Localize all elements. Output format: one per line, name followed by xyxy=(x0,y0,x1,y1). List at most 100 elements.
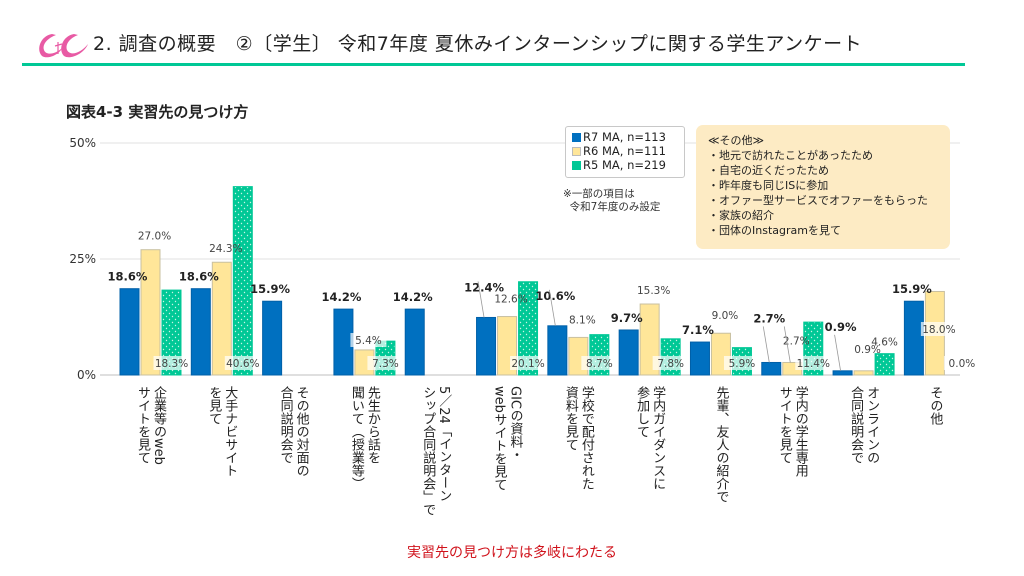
data-label-r5: 11.4% xyxy=(797,358,830,370)
data-label-r5: 4.6% xyxy=(871,337,898,349)
bar-r6 xyxy=(853,370,874,376)
data-label-bg xyxy=(943,356,980,370)
data-label-r5: 0.0% xyxy=(949,358,976,370)
bar-r7 xyxy=(832,370,853,376)
bar-r7 xyxy=(618,329,639,376)
data-label-bg xyxy=(795,356,832,370)
data-label-bg xyxy=(153,356,190,370)
footnote: ※一部の項目は 令和7年度のみ設定 xyxy=(563,188,661,213)
data-label-r7: 2.7% xyxy=(753,311,785,325)
bar-r7 xyxy=(476,316,497,376)
bar-r6 xyxy=(211,261,232,376)
data-label-r5: 8.7% xyxy=(586,358,613,370)
data-label-bg xyxy=(367,356,404,370)
data-label-r5: 18.3% xyxy=(155,358,188,370)
leader-line xyxy=(548,289,556,326)
data-label-r7: 12.4% xyxy=(464,280,504,294)
bar-r6 xyxy=(140,249,161,376)
data-label-r6: 24.3% xyxy=(209,243,242,255)
data-label-r7: 18.6% xyxy=(108,270,148,284)
leader-line xyxy=(762,326,770,363)
x-category-label: 先生から話を 聞いて（授業等） xyxy=(348,386,380,490)
bar-r5 xyxy=(518,281,539,376)
other-item: ・自宅の近くだったため xyxy=(708,164,829,177)
data-label-r7: 14.2% xyxy=(321,290,361,304)
legend-item-r7: R7 MA, n=113 xyxy=(572,130,684,144)
legend-swatch-r7 xyxy=(572,132,581,142)
legend-label-r5: R5 MA, n=219 xyxy=(583,158,666,172)
bar-r7 xyxy=(190,288,211,376)
bar-r5 xyxy=(232,186,253,376)
other-answers-box: ≪その他≫ ・地元で訪れたことがあったため ・自宅の近くだったため ・昨年度も同… xyxy=(696,125,950,249)
leader-line xyxy=(834,334,841,371)
conclusion-note: 実習先の見つけ方は多岐にわたる xyxy=(407,545,617,561)
y-tick-label: 25% xyxy=(69,252,96,266)
legend-swatch-r5 xyxy=(572,160,581,170)
bar-r7 xyxy=(119,288,140,376)
data-label-r6: 12.6% xyxy=(494,294,527,306)
x-category-label: 学内ガイダンスに 参加して xyxy=(634,386,666,490)
data-label-r6: 18.0% xyxy=(922,324,955,336)
data-label-r7: 10.6% xyxy=(535,289,575,303)
other-item: ・昨年度も同じISに参加 xyxy=(708,179,829,192)
leader-line xyxy=(783,326,791,363)
header-divider xyxy=(22,63,965,66)
data-label-r6: 0.9% xyxy=(854,344,881,356)
y-tick-label: 0% xyxy=(77,368,96,382)
data-label-r6: 5.4% xyxy=(355,335,382,347)
legend-label-r6: R6 MA, n=111 xyxy=(583,144,666,158)
data-label-r6: 9.0% xyxy=(712,310,739,322)
data-label-r6: 2.7% xyxy=(783,335,810,347)
data-label-r7: 9.7% xyxy=(611,311,643,325)
leader-line xyxy=(477,281,485,318)
data-label-bg xyxy=(510,356,547,370)
data-label-r7: 7.1% xyxy=(682,323,714,337)
figure-title: 図表4-3 実習先の見つけ方 xyxy=(66,103,249,121)
data-label-r6: 15.3% xyxy=(637,285,670,297)
data-label-bg xyxy=(581,356,618,370)
data-label-bg xyxy=(920,322,957,336)
data-label-bg xyxy=(350,333,387,347)
x-category-label: 先輩、友人の紹介で xyxy=(713,386,729,503)
data-label-r7: 15.9% xyxy=(250,282,290,296)
data-label-r5: 7.3% xyxy=(372,358,399,370)
data-label-bg xyxy=(224,356,261,370)
data-label-r7: 0.9% xyxy=(825,320,857,334)
other-box-title: ≪その他≫ xyxy=(708,134,765,147)
x-category-label: その他の対面の 合同説明会で xyxy=(277,386,309,477)
x-category-label: 大手ナビサイト を見て xyxy=(206,386,238,477)
other-item: ・オファー型サービスでオファーをもらった xyxy=(708,194,928,207)
data-label-r6: 8.1% xyxy=(569,314,596,326)
x-category-label: 企業等のweb サイトを見て xyxy=(135,386,166,465)
bar-r7 xyxy=(547,325,568,376)
other-item: ・団体のInstagramを見て xyxy=(708,224,841,237)
page-title: 2. 調査の概要 ②〔学生〕 令和7年度 夏休みインターンシップに関する学生アン… xyxy=(93,33,863,55)
data-label-r5: 40.6% xyxy=(226,358,259,370)
x-category-label: GICの資料・ webサイトを見て xyxy=(491,386,523,491)
data-label-r5: 20.1% xyxy=(511,358,544,370)
bar-r7 xyxy=(404,308,425,376)
data-label-r5: 5.9% xyxy=(729,358,756,370)
bar-r7 xyxy=(903,300,924,376)
data-label-bg xyxy=(652,356,689,370)
other-item: ・地元で訪れたことがあったため xyxy=(708,149,873,162)
bar-r5 xyxy=(874,353,895,376)
other-item: ・家族の紹介 xyxy=(708,209,774,222)
data-label-bg xyxy=(723,356,760,370)
data-label-r7: 14.2% xyxy=(393,290,433,304)
data-label-r6: 27.0% xyxy=(138,231,171,243)
chart-legend: R7 MA, n=113 R6 MA, n=111 R5 MA, n=219 xyxy=(565,126,685,178)
x-category-label: 学内の学生専用 サイトを見て xyxy=(776,386,808,477)
legend-item-r6: R6 MA, n=111 xyxy=(572,144,684,158)
legend-swatch-r6 xyxy=(572,146,581,156)
x-category-label: その他 xyxy=(927,386,943,425)
bar-r5 xyxy=(161,289,182,376)
data-label-r5: 7.8% xyxy=(657,358,684,370)
legend-label-r7: R7 MA, n=113 xyxy=(583,130,666,144)
bar-r7 xyxy=(761,361,782,376)
logo-icon xyxy=(39,34,88,58)
data-label-r7: 18.6% xyxy=(179,270,219,284)
x-category-label: 5／24「インターン シップ合同説明会」で xyxy=(420,386,452,516)
y-tick-label: 50% xyxy=(69,136,96,150)
